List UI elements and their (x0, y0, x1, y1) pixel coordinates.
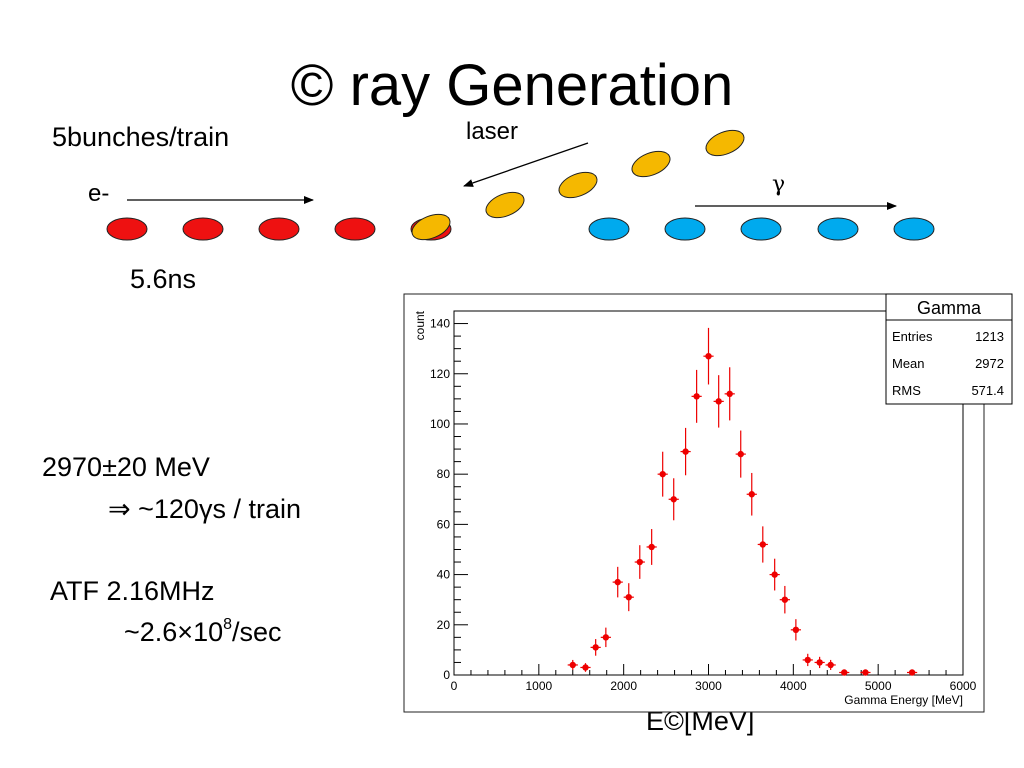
data-point (682, 448, 689, 455)
data-point (636, 558, 643, 566)
electron-bunch-3 (258, 217, 300, 241)
data-point (737, 450, 744, 458)
data-point (602, 634, 610, 641)
data-point (827, 661, 834, 669)
laser-pulse-2 (485, 191, 525, 219)
gamma-bunch-4 (817, 217, 859, 241)
data-point (592, 644, 599, 651)
x-tick-label: 4000 (780, 679, 807, 693)
stats-row-label: Entries (892, 329, 933, 344)
data-point (614, 578, 621, 586)
electron-label: e- (88, 180, 110, 207)
data-point (693, 393, 700, 400)
y-axis-title: count (413, 310, 427, 340)
electron-bunch-2 (182, 217, 224, 241)
laser-direction-arrow (463, 142, 589, 187)
data-point (670, 496, 677, 503)
rate-suffix: /sec (232, 617, 282, 647)
data-point (715, 398, 722, 405)
stats-row-value: 2972 (975, 356, 1004, 371)
data-point (748, 491, 755, 498)
y-tick-label: 20 (437, 618, 451, 632)
data-point (816, 659, 823, 666)
x-tick-label: 5000 (865, 679, 892, 693)
x-tick-label: 3000 (695, 679, 722, 693)
stats-row-value: 1213 (975, 329, 1004, 344)
data-point (804, 656, 811, 664)
bunch-spacing-label: 5.6ns (130, 264, 197, 294)
gamma-label: γ (772, 172, 786, 197)
stats-row-value: 571.4 (971, 383, 1004, 398)
gamma-bunch-2 (664, 217, 706, 241)
y-tick-label: 40 (437, 568, 451, 582)
x-tick-label: 1000 (525, 679, 552, 693)
slide-title: © ray Generation (290, 53, 734, 118)
laser-pulse-1 (411, 213, 451, 241)
atf-frequency-text: ATF 2.16MHz (50, 576, 215, 606)
x-tick-label: 2000 (610, 679, 637, 693)
y-tick-label: 140 (430, 317, 450, 331)
y-tick-label: 0 (443, 668, 450, 682)
data-point (726, 390, 733, 398)
rate-exponent: 8 (223, 616, 233, 633)
gamma-bunch-3 (740, 217, 782, 241)
gamma-rate-text: ~2.6×108/sec (124, 616, 282, 648)
stats-row-label: RMS (892, 383, 921, 398)
rate-prefix: ~2.6×10 (124, 617, 224, 647)
stats-box (885, 293, 1013, 405)
y-tick-label: 120 (430, 367, 450, 381)
gamma-energy-text: 2970±20 MeV (42, 452, 210, 482)
stats-row-label: Mean (892, 356, 925, 371)
data-point (582, 664, 589, 671)
data-point (659, 470, 666, 478)
data-point (908, 669, 916, 676)
laser-label: laser (466, 118, 519, 145)
data-point (569, 661, 576, 669)
gamma-energy-histogram: 0 1000 2000 3000 4000 5000 6000 0 20 40 60 80 100 120… (403, 293, 1013, 713)
x-tick-label: 6000 (950, 679, 977, 693)
y-tick-label: 100 (430, 417, 450, 431)
compton-diagram (106, 129, 935, 241)
y-tick-label: 80 (437, 467, 451, 481)
laser-pulse-5 (705, 129, 745, 157)
gamma-bunch-1 (588, 217, 630, 241)
bunches-per-train-label: 5bunches/train (52, 122, 230, 152)
electron-bunch-1 (106, 217, 148, 241)
laser-pulse-4 (631, 150, 671, 178)
stats-box-title: Gamma (917, 298, 982, 318)
gamma-bunch-5 (893, 217, 935, 241)
gammas-per-train-text: ⇒ ~120γs / train (108, 494, 301, 524)
data-point (771, 571, 778, 578)
data-point (792, 626, 800, 634)
data-point (862, 669, 869, 676)
electron-bunch-4 (334, 217, 376, 241)
data-point (705, 352, 712, 360)
data-point (781, 596, 789, 603)
data-point (625, 593, 632, 601)
y-tick-label: 60 (437, 517, 451, 531)
data-point (841, 669, 848, 676)
x-tick-label: 0 (451, 679, 458, 693)
data-point (648, 543, 655, 551)
data-point (759, 541, 766, 548)
laser-pulse-3 (558, 171, 598, 199)
x-axis-title: Gamma Energy [MeV] (844, 693, 963, 707)
